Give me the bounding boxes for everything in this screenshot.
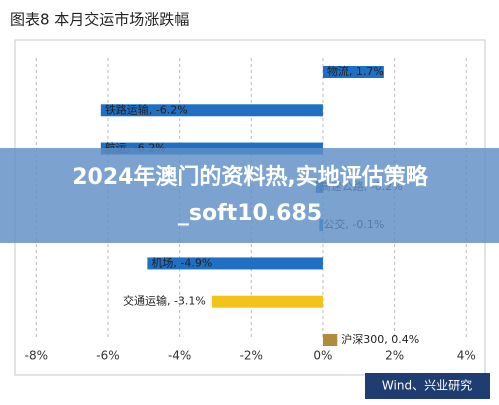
data-label: 物流, 1.7% xyxy=(327,64,384,78)
banner-box: 2024年澳门的资料热,实地评估策略_soft10.685 xyxy=(72,165,428,226)
data-label: 沪深300, 0.4% xyxy=(341,332,419,346)
bar xyxy=(211,295,323,308)
bar xyxy=(322,66,384,78)
bar xyxy=(147,257,323,270)
x-tick-label: -2% xyxy=(240,349,263,363)
x-tick-label: -8% xyxy=(25,349,48,363)
x-tick-label: -4% xyxy=(168,349,191,363)
x-tick-label: 2% xyxy=(385,349,404,363)
x-tick-label: 0% xyxy=(313,349,332,363)
banner-band xyxy=(0,148,499,243)
banner-text: 2024年澳门的资料热,实地评估策略_soft10.685 xyxy=(72,165,428,226)
bar xyxy=(322,334,338,346)
chart-title: 图表8 本月交运市场涨跌幅 xyxy=(10,11,189,29)
data-label: 铁路运输, -6.2% xyxy=(105,102,188,116)
source-box xyxy=(365,373,490,399)
data-label: 交通运输, -3.1% xyxy=(123,294,206,308)
bar xyxy=(100,104,323,117)
x-tick-label: 4% xyxy=(457,349,476,363)
source: Wind、兴业研究 xyxy=(382,378,472,393)
data-label: 机场, -4.9% xyxy=(151,255,212,269)
x-tick-label: -6% xyxy=(96,349,119,363)
